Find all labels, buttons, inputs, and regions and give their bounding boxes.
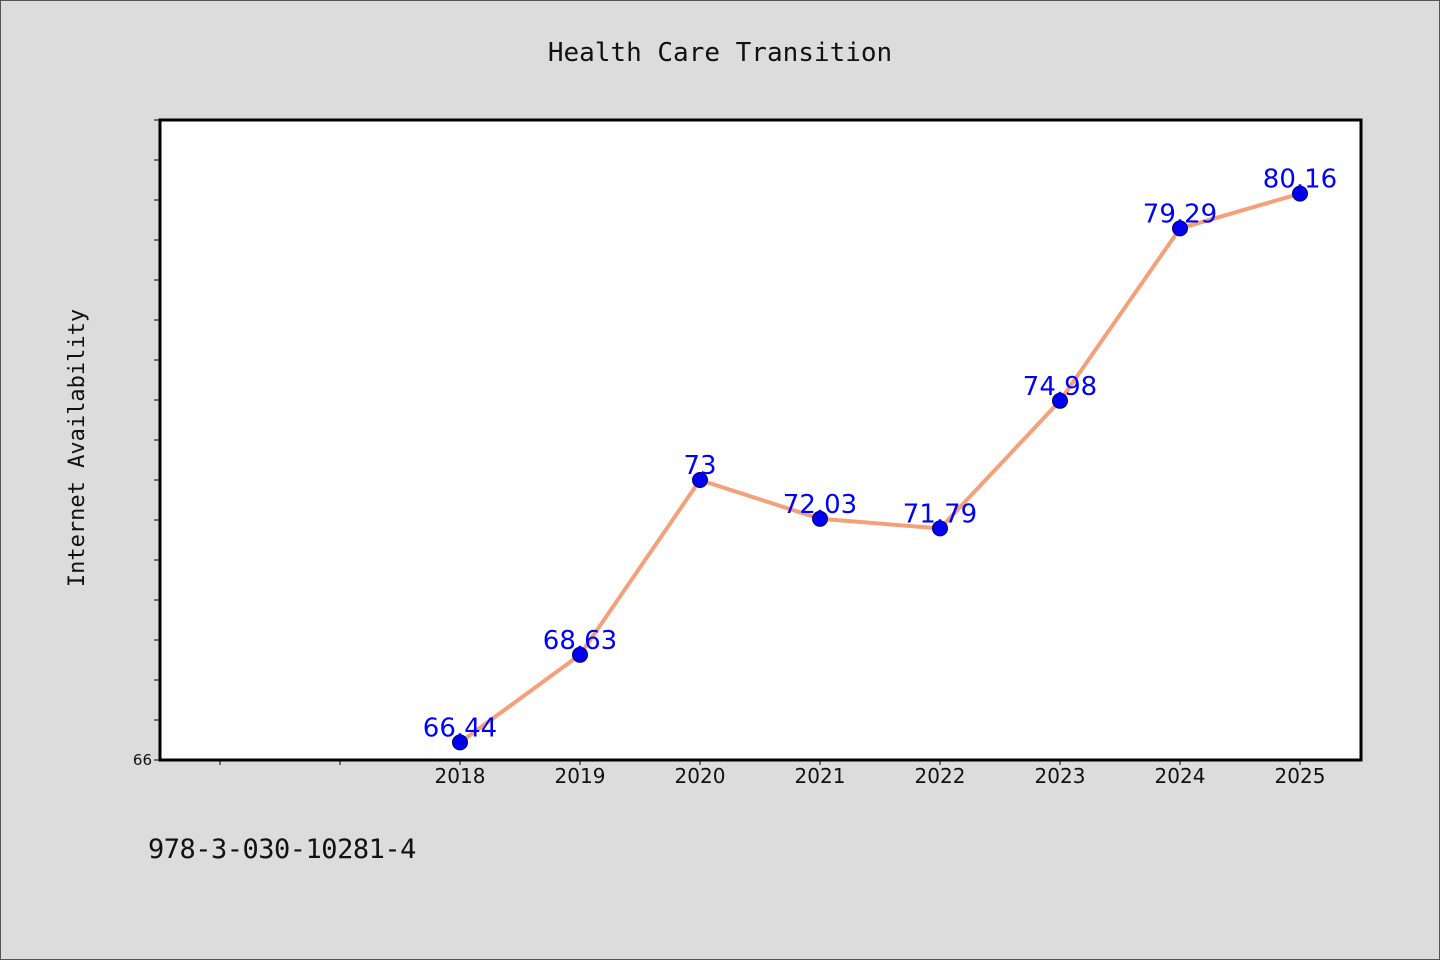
data-label: 72.03: [783, 490, 857, 520]
data-label: 66.44: [423, 713, 497, 743]
data-label: 79.29: [1143, 199, 1217, 229]
x-tick-label: 2018: [435, 764, 486, 788]
data-label: 74.98: [1023, 372, 1097, 402]
data-point: [812, 510, 828, 527]
data-label: 68.63: [543, 626, 617, 656]
data-point: [932, 520, 948, 537]
x-tick-label: 2021: [795, 764, 846, 788]
data-point: [692, 472, 708, 488]
y-tick-label: 66: [133, 751, 152, 769]
data-label: 71.79: [903, 499, 977, 529]
x-axis-ticks: 2018 2019 2020 2021 2022 2023 2024 2025: [219, 760, 1326, 788]
data-label: 73: [683, 451, 716, 481]
x-tick-label: 2022: [915, 764, 966, 788]
x-tick-label: 2024: [1155, 764, 1206, 788]
footer-code: 978-3-030-10281-4: [148, 834, 416, 865]
x-tick-label: 2023: [1035, 764, 1086, 788]
x-tick-label: 2019: [555, 764, 606, 788]
x-tick-label: 2020: [675, 764, 726, 788]
y-axis-ticks: 66: [133, 119, 160, 769]
y-axis-label: Internet Availability: [65, 309, 90, 587]
x-tick-label: 2025: [1275, 764, 1326, 788]
data-point: [452, 734, 468, 751]
data-label-layer: 66.44 68.63 73 72.03 71.79 74.98 79.29 80.16: [423, 165, 1337, 744]
data-label: 80.16: [1263, 165, 1337, 195]
data-point: [1292, 185, 1308, 202]
data-point: [1052, 392, 1068, 409]
data-point: [1172, 220, 1188, 237]
chart-title: Health Care Transition: [548, 38, 892, 68]
series-layer: [452, 185, 1308, 751]
data-point: [572, 646, 588, 663]
series-line: [458, 191, 1301, 745]
plot-area: [158, 118, 1363, 762]
